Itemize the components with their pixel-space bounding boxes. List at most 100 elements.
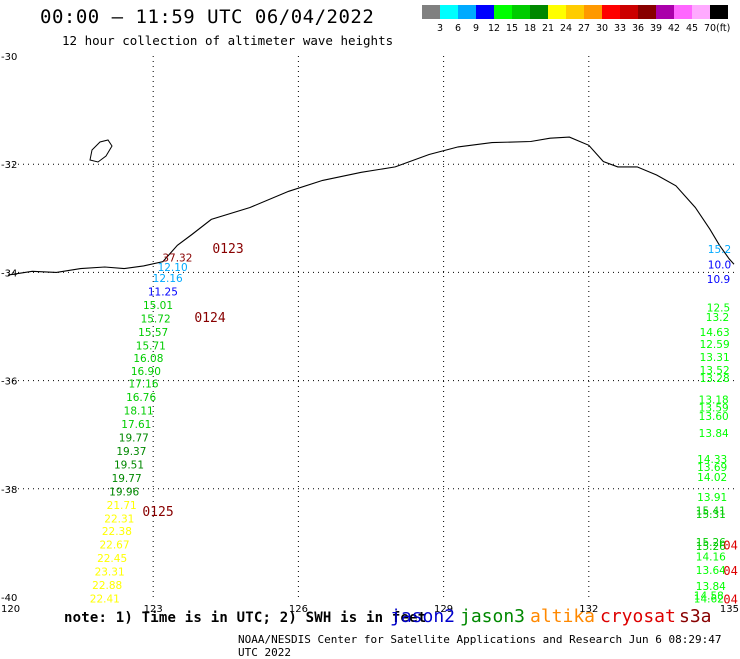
swh-value-label: 13.31 <box>700 352 730 364</box>
legend-swatch <box>584 5 602 19</box>
legend-swatch <box>548 5 566 19</box>
legend-swatch <box>674 5 692 19</box>
swh-value-label: 18.11 <box>124 405 154 417</box>
legend-tick-label: 45 <box>686 23 698 34</box>
swh-value-label: 13.2 <box>706 312 729 324</box>
swh-value-label: 11.25 <box>148 286 178 298</box>
lat-tick-label: -40 <box>1 593 17 604</box>
legend-tick-label: 42 <box>668 23 680 34</box>
swh-value-label: 17.16 <box>128 378 158 390</box>
legend-swatch <box>620 5 638 19</box>
legend-swatch <box>692 5 710 19</box>
swh-value-label: 22.31 <box>104 514 134 526</box>
legend-tick-label: 24 <box>560 23 572 34</box>
pass-time-label-east: 04 <box>723 593 737 607</box>
swh-value-label: 13.52 <box>700 365 730 377</box>
lon-tick-label: 135 <box>720 604 739 615</box>
legend-swatch <box>458 5 476 19</box>
altimeter-track-east: 15.2 10.0 10.9 12.513.2 14.6312.5913.3113.52… <box>694 244 731 605</box>
swh-value-label: 14.02 <box>697 472 727 484</box>
swh-value-label: 15.71 <box>136 340 166 352</box>
swh-value-label: 16.90 <box>131 366 161 378</box>
swh-value-label: 14.16 <box>696 551 726 563</box>
legend-swatch <box>512 5 530 19</box>
satellite-label-jason3: jason3 <box>460 606 526 627</box>
swh-value-label: 22.38 <box>102 526 132 538</box>
legend-tick-label: 9 <box>473 23 479 34</box>
satellite-label-cryosat: cryosat <box>600 606 676 627</box>
swh-value-label: 13.84 <box>699 428 729 440</box>
swh-value-label: 15.72 <box>141 313 171 325</box>
footer-credit: NOAA/NESDIS Center for Satellite Applica… <box>238 633 722 659</box>
legend-swatch <box>440 5 458 19</box>
swh-value-label: 13.64 <box>696 565 726 577</box>
legend-swatch <box>656 5 674 19</box>
pass-time-label: 0123 <box>212 242 243 257</box>
legend-tick-label: 70 <box>704 23 716 34</box>
swh-value-label: 15.57 <box>138 327 168 339</box>
swh-value-label: 22.41 <box>90 594 120 606</box>
swh-value-label: 13.18 <box>699 395 729 407</box>
satellite-label-s3a: s3a <box>679 606 712 627</box>
swh-value-label: 13.28 <box>700 373 730 385</box>
swh-value-label: 13.91 <box>697 492 727 504</box>
swh-value-label: 14.62 <box>694 594 724 606</box>
page-subtitle: 12 hour collection of altimeter wave hei… <box>62 33 394 48</box>
legend-tick-label: 27 <box>578 23 590 34</box>
legend-swatch <box>710 5 728 19</box>
legend-swatch <box>422 5 440 19</box>
legend-swatch <box>638 5 656 19</box>
swh-value-label: 19.37 <box>116 446 146 458</box>
lat-tick-label: -34 <box>1 268 17 279</box>
swh-value-label: 23.31 <box>95 567 125 579</box>
swh-value-label: 15.26 <box>696 537 726 549</box>
legend-swatch <box>530 5 548 19</box>
legend-swatch <box>566 5 584 19</box>
swh-value-label: 15.26 <box>696 541 726 553</box>
legend-unit: (ft) <box>716 23 730 34</box>
swh-value-label: 13.84 <box>696 581 726 593</box>
lon-tick-label: 126 <box>289 604 308 615</box>
lat-tick-label: -36 <box>1 377 17 388</box>
swh-value-label: 15.31 <box>696 509 726 521</box>
legend-tick-label: 3 <box>437 23 443 34</box>
swh-value-label: 12.10 <box>158 262 188 274</box>
legend-tick-label: 33 <box>614 23 626 34</box>
legend-tick-label: 39 <box>650 23 662 34</box>
legend-tick-label: 21 <box>542 23 554 34</box>
color-legend: 3 6 9 12 15 18 21 24 27 30 33 36 39 42 45 70 (ft) <box>422 5 730 34</box>
swh-value-label: 10.0 <box>708 259 731 271</box>
swh-value-label: 19.77 <box>119 432 149 444</box>
swh-value-label: 15.2 <box>708 244 731 256</box>
lon-tick-label: 129 <box>434 604 453 615</box>
legend-tick-label: 18 <box>524 23 536 34</box>
swh-value-label: 15.01 <box>143 300 173 312</box>
island-outline <box>89 139 113 163</box>
swh-value-label: 10.9 <box>707 274 730 286</box>
swh-value-label: 14.63 <box>700 327 730 339</box>
note-text: note: 1) Time is in UTC; 2) SWH is in fe… <box>64 610 427 626</box>
lon-tick-label: 123 <box>144 604 163 615</box>
swh-value-label: 21.71 <box>107 500 137 512</box>
pass-time-labels: 0123 0124 0125 04 04 04 <box>142 242 738 607</box>
satellite-label-altika: altika <box>530 606 596 627</box>
coastline-path <box>7 136 735 276</box>
swh-value-label: 12.5 <box>707 303 730 315</box>
swh-value-label: 22.88 <box>92 580 122 592</box>
swh-value-label: 12.59 <box>700 339 730 351</box>
swh-value-label: 16.76 <box>126 392 156 404</box>
lat-tick-label: -30 <box>1 52 17 63</box>
legend-tick-label: 15 <box>506 23 518 34</box>
swh-value-label: 14.58 <box>694 590 724 602</box>
lat-lon-grid <box>8 56 734 597</box>
lat-tick-label: -38 <box>1 485 17 496</box>
swh-value-label: 37.32 <box>162 252 192 264</box>
pass-time-label-east: 04 <box>723 539 737 553</box>
legend-tick-label: 36 <box>632 23 644 34</box>
swh-value-label: 17.61 <box>121 419 151 431</box>
coastline <box>7 136 735 276</box>
pass-time-label: 0125 <box>142 505 173 520</box>
legend-tick-label: 12 <box>488 23 500 34</box>
